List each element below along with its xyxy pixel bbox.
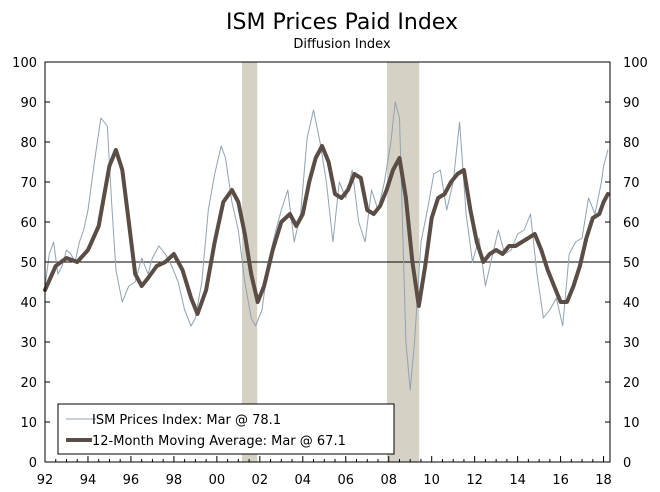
y-tick-label-right: 40 [623,296,640,311]
y-tick-label-right: 10 [623,416,640,431]
y-tick-label-right: 50 [623,256,640,271]
y-tick-label-left: 30 [20,336,37,351]
y-axis-left: 0 10 20 30 40 50 60 70 80 90 100 [12,56,50,471]
y-tick-label-left: 70 [20,176,37,191]
y-tick-label-right: 0 [623,456,631,471]
y-tick-label-right: 70 [623,176,640,191]
x-tick-label: 12 [466,473,483,488]
chart-title: ISM Prices Paid Index [226,10,458,35]
y-tick-label-right: 60 [623,216,640,231]
y-tick-label-right: 90 [623,96,640,111]
x-tick-label: 16 [552,473,569,488]
chart-subtitle: Diffusion Index [293,37,391,52]
y-tick-label-right: 100 [623,56,648,71]
legend-box [57,403,395,455]
legend-label-moving-average: 12-Month Moving Average: Mar @ 67.1 [92,434,346,449]
x-tick-label: 06 [337,473,354,488]
y-tick-label-right: 20 [623,376,640,391]
y-tick-label-right: 30 [623,336,640,351]
series-line-12-month-moving-average [43,144,610,316]
y-tick-label-right: 80 [623,136,640,151]
x-tick-label: 04 [295,473,312,488]
x-tick-label: 08 [380,473,397,488]
y-tick-label-left: 40 [20,296,37,311]
y-tick-label-left: 80 [20,136,37,151]
x-tick-label: 10 [423,473,440,488]
x-tick-label: 18 [595,473,612,488]
x-tick-label: 00 [209,473,226,488]
series-lines [43,101,610,391]
y-tick-label-left: 20 [20,376,37,391]
y-tick-label-left: 10 [20,416,37,431]
y-tick-label-left: 60 [20,216,37,231]
x-axis: 92 94 96 98 00 02 04 06 08 10 12 14 16 18 [37,456,612,488]
x-tick-label: 96 [123,473,140,488]
x-tick-label: 98 [166,473,183,488]
y-tick-label-left: 90 [20,96,37,111]
legend: ISM Prices Index: Mar @ 78.1 12-Month Mo… [57,403,395,455]
y-tick-label-left: 0 [29,456,37,471]
legend-label-index: ISM Prices Index: Mar @ 78.1 [92,413,281,428]
x-tick-label: 92 [37,473,54,488]
y-axis-right: 0 10 20 30 40 50 60 70 80 90 100 [605,56,648,471]
x-tick-label: 94 [80,473,97,488]
x-tick-label: 14 [509,473,526,488]
series-line-ism-prices-index [44,101,609,391]
y-tick-label-left: 100 [12,56,37,71]
y-tick-label-left: 50 [20,256,37,271]
x-tick-label: 02 [252,473,269,488]
